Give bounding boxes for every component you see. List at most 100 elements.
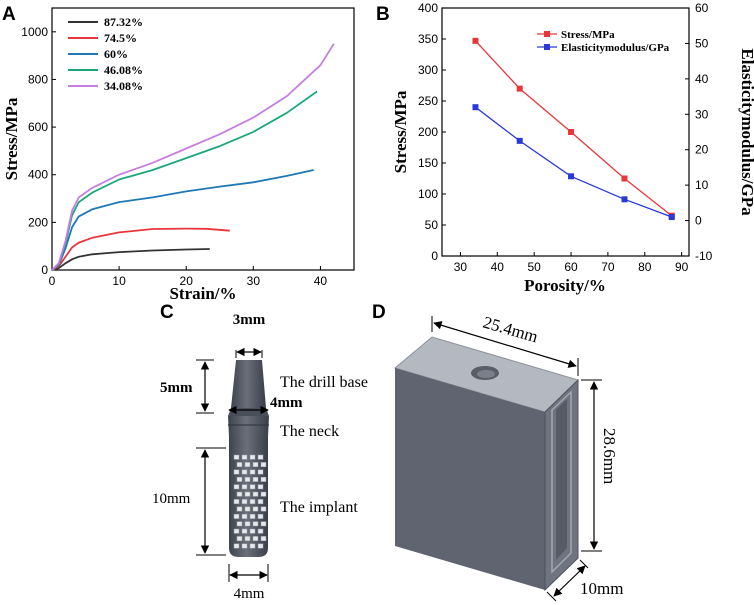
implant-hole xyxy=(233,484,240,490)
implant-neck xyxy=(228,416,269,437)
implant-hole xyxy=(260,521,267,527)
chart-b-series xyxy=(472,37,675,221)
implant-hole xyxy=(241,499,248,505)
chart-b-y2label: Elasticitymodulus/GPa xyxy=(738,48,754,216)
implant-hole xyxy=(257,528,264,534)
dim-label-4mm-neck: 4mm xyxy=(270,395,303,411)
implant-hole xyxy=(241,513,248,519)
chart-b-x-tick-label: 80 xyxy=(638,260,652,274)
dim-label-5mm: 5mm xyxy=(160,380,193,396)
implant-hole xyxy=(249,469,256,475)
chart-a-series-line xyxy=(51,43,335,271)
chart-b-y-tick-label: 400 xyxy=(418,1,438,15)
chart-b-y-ticks: 0 50 100 150 200 250 300 350 400 xyxy=(418,1,446,263)
implant-hole xyxy=(236,462,243,468)
panel-b-letter: B xyxy=(376,4,390,25)
implant-hole xyxy=(260,462,267,468)
chart-b-data-point xyxy=(568,173,575,180)
implant-lattice-holes xyxy=(233,454,267,549)
implant-hole xyxy=(244,521,251,527)
implant-hole xyxy=(241,528,248,534)
chart-a-legend-label: 34.08% xyxy=(104,79,143,93)
chart-a-y-tick-label: 600 xyxy=(28,120,48,134)
chart-a-xlabel: Strain/% xyxy=(169,284,236,303)
dim-label-4mm-bottom: 4mm xyxy=(234,586,265,602)
implant-hole xyxy=(244,491,251,497)
implant-hole xyxy=(241,469,248,475)
dim-label-28mm: 28.6mm xyxy=(600,428,619,484)
chart-b-y2-tick-label: 0 xyxy=(695,214,702,228)
chart-b-data-point xyxy=(472,104,479,111)
chart-b-y-tick-label: 250 xyxy=(418,94,438,108)
implant-hole xyxy=(257,454,264,460)
chart-b-y2-ticks: -10 0 10 20 30 40 50 60 xyxy=(685,1,713,263)
chart-b-y2-tick-label: 10 xyxy=(695,178,709,192)
chart-b-x-tick-label: 70 xyxy=(601,260,615,274)
chart-a-series xyxy=(51,43,335,271)
chart-a-legend-label: 60% xyxy=(104,47,128,61)
panel-b: B 30 40 50 60 70 80 90 05010015020025030035040… xyxy=(376,1,754,295)
implant-hole xyxy=(249,543,256,549)
chart-a-legend-label: 74.5% xyxy=(104,31,137,45)
implant-hole xyxy=(233,528,240,534)
implant-hole xyxy=(257,543,264,549)
implant-hole xyxy=(236,536,243,542)
implant-hole xyxy=(260,536,267,542)
chart-b-legend-marker xyxy=(544,44,550,50)
dim-label-10mm-depth: 10mm xyxy=(580,579,623,598)
chart-b-y2-tick-label: -10 xyxy=(695,249,713,263)
chart-a-y-tick-label: 1000 xyxy=(21,25,48,39)
implant-hole xyxy=(236,491,243,497)
label-implant: The implant xyxy=(280,499,358,516)
label-neck: The neck xyxy=(280,423,339,440)
panel-d: D 25.4mm 28.6mm 10mm xyxy=(372,302,623,602)
panel-a: A 0 10 20 30 40 0 200 400 600 800 1000 87.32% 74.5… xyxy=(2,4,355,303)
panel-a-letter: A xyxy=(2,4,16,25)
chart-a-legend-label: 87.32% xyxy=(104,15,143,29)
chart-b-y2-tick-label: 20 xyxy=(695,143,709,157)
chart-b-y-tick-label: 50 xyxy=(425,218,439,232)
implant-hole xyxy=(244,506,251,512)
chart-b-data-point xyxy=(621,175,628,182)
implant-hole xyxy=(236,476,243,482)
chart-b-series-line xyxy=(475,106,672,218)
chart-a-y-tick-label: 400 xyxy=(28,168,48,182)
chart-b-data-point xyxy=(568,129,575,135)
chart-a-x-ticks: 0 10 20 30 40 xyxy=(49,266,328,288)
chart-a-series-line xyxy=(51,169,314,271)
implant-hole xyxy=(260,476,267,482)
panel-d-letter: D xyxy=(372,302,386,323)
implant-hole xyxy=(241,454,248,460)
chart-a-series-line xyxy=(51,227,230,271)
implant-hole xyxy=(233,454,240,460)
chart-b-y-tick-label: 0 xyxy=(431,249,438,263)
implant-hole xyxy=(233,499,240,505)
implant-hole xyxy=(233,543,240,549)
implant-collar xyxy=(228,408,269,416)
chart-a-y-tick-label: 0 xyxy=(41,263,48,277)
implant-hole xyxy=(257,513,264,519)
chart-a-x-tick-label: 40 xyxy=(314,274,328,288)
implant-hole xyxy=(252,491,259,497)
panel-c-letter: C xyxy=(160,302,174,323)
label-drill-base: The drill base xyxy=(280,374,368,391)
chart-a-legend-label: 46.08% xyxy=(104,63,143,77)
chart-b-y-tick-label: 200 xyxy=(418,125,438,139)
dim-label-3mm: 3mm xyxy=(233,312,266,328)
chart-b-data-point xyxy=(621,196,628,203)
chart-b-y2-tick-label: 30 xyxy=(695,107,709,121)
implant-hole xyxy=(257,484,264,490)
implant-hole xyxy=(233,513,240,519)
chart-a-legend: 87.32% 74.5% 60% 46.08% 34.08% xyxy=(68,15,143,93)
chart-a-x-tick-label: 0 xyxy=(49,274,56,288)
chart-b-y2-tick-label: 60 xyxy=(695,1,709,15)
implant-hole xyxy=(252,521,259,527)
implant-hole xyxy=(233,469,240,475)
implant-hole xyxy=(249,484,256,490)
implant-hole xyxy=(257,469,264,475)
block-front-face xyxy=(395,368,545,590)
chart-b-x-tick-label: 90 xyxy=(675,260,689,274)
chart-a-y-ticks: 0 200 400 600 800 1000 xyxy=(21,25,56,277)
chart-b-data-point xyxy=(516,137,523,144)
